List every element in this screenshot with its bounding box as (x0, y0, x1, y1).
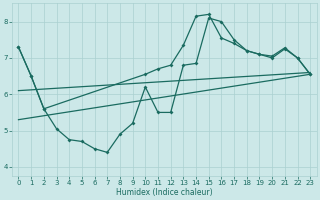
X-axis label: Humidex (Indice chaleur): Humidex (Indice chaleur) (116, 188, 213, 197)
